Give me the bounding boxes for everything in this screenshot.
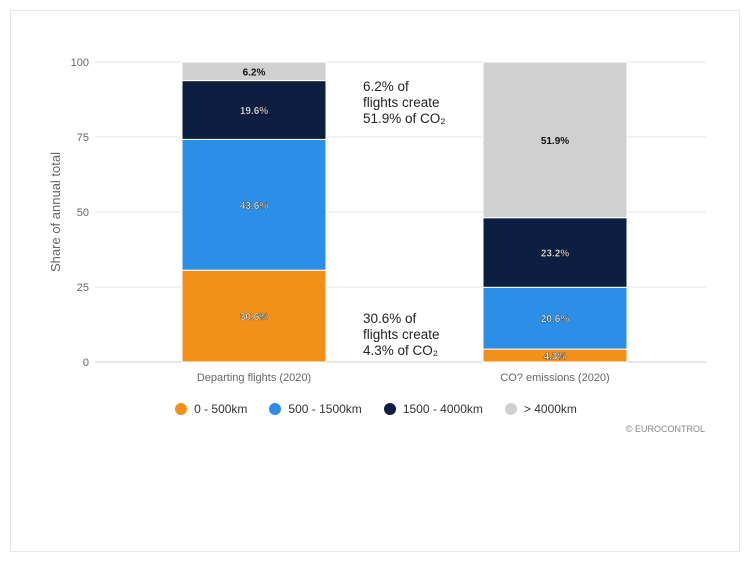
data-label: 30.6% (240, 312, 268, 323)
legend-swatch (175, 403, 188, 415)
y-tick-label: 75 (77, 132, 89, 144)
y-tick-label: 25 (77, 282, 89, 294)
y-tick-label: 100 (71, 57, 89, 69)
legend-item[interactable]: 500 - 1500km (269, 402, 362, 416)
data-label: 4.3% (544, 352, 567, 363)
bar-segment[interactable] (181, 269, 327, 363)
data-labels: 30.6% 43.6% 19.6% 6.2% 4.3% 20.6% 23.2% 51.9% (240, 67, 570, 363)
legend-label: 0 - 500km (194, 402, 248, 416)
legend-swatch (504, 403, 517, 415)
category-labels: Departing flights (2020) CO? emissions (2… (197, 372, 610, 384)
data-label: 20.6% (541, 314, 569, 325)
data-label: 23.2% (541, 249, 569, 260)
annotation-line: flights create (363, 95, 440, 110)
annotation-line: 30.6% of (363, 311, 417, 326)
data-label: 51.9% (541, 136, 569, 147)
category-label: CO? emissions (2020) (500, 372, 609, 384)
bar-segment[interactable] (181, 61, 327, 82)
data-label: 19.6% (240, 106, 268, 117)
annotation: 6.2% of flights create 51.9% of CO₂ (363, 79, 446, 126)
annotation-line: 6.2% of (363, 79, 409, 94)
y-axis-ticks: 0 25 50 75 100 (71, 57, 89, 369)
legend-label: > 4000km (523, 402, 577, 416)
bar-segment[interactable] (482, 286, 628, 350)
y-tick-label: 0 (83, 357, 89, 369)
legend: 0 - 500km 500 - 1500km 1500 - 4000km > 4000… (0, 402, 752, 416)
legend-label: 500 - 1500km (288, 402, 362, 416)
y-axis-label: Share of annual total (48, 152, 63, 272)
data-label: 6.2% (243, 67, 266, 78)
category-label: Departing flights (2020) (197, 372, 311, 384)
legend-item[interactable]: > 4000km (504, 402, 577, 416)
legend-item[interactable]: 0 - 500km (175, 402, 247, 416)
annotation-line: 4.3% of CO₂ (363, 343, 438, 358)
legend-swatch (383, 403, 396, 415)
bars (181, 61, 628, 363)
annotation-line: 51.9% of CO₂ (363, 111, 446, 126)
legend-label: 1500 - 4000km (402, 402, 483, 416)
legend-item[interactable]: 1500 - 4000km (383, 402, 483, 416)
data-label: 43.6% (240, 201, 268, 212)
legend-swatch (269, 403, 282, 415)
credit-text: © EUROCONTROL (625, 424, 705, 434)
annotation: 30.6% of flights create 4.3% of CO₂ (363, 311, 440, 358)
bar-segment[interactable] (482, 61, 628, 219)
annotation-line: flights create (363, 327, 440, 342)
y-tick-label: 50 (77, 207, 89, 219)
